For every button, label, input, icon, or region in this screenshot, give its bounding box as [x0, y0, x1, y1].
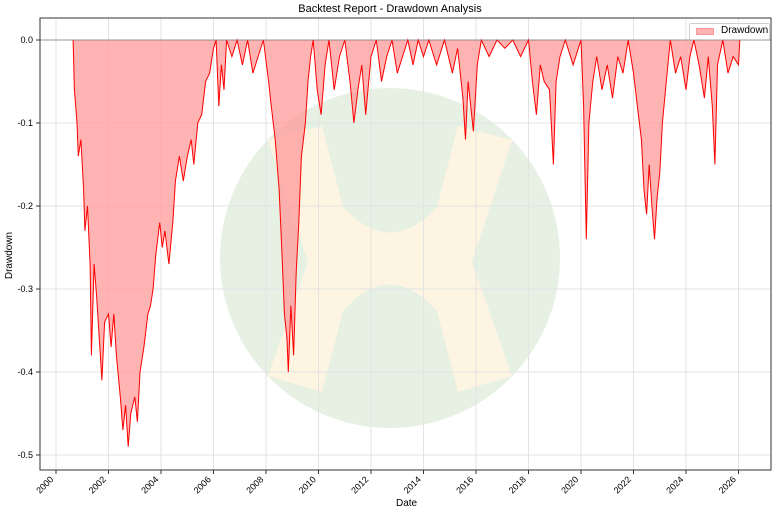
- x-tick-label: 2020: [559, 474, 580, 495]
- x-tick-label: 2016: [454, 474, 475, 495]
- y-axis-ticks: 0.0 -0.1 -0.2 -0.3 -0.4 -0.5: [17, 35, 40, 460]
- x-tick-label: 2006: [192, 474, 213, 495]
- plot-frame: [39, 17, 772, 471]
- drawdown-area: [73, 40, 740, 447]
- x-tick-label: 2012: [349, 474, 370, 495]
- drawdown-line: [72, 38, 741, 447]
- x-axis-label: Date: [396, 498, 418, 509]
- y-tick-label: 0.0: [20, 35, 33, 45]
- x-axis-ticks: 2000 2002 2004 2006 2008 2010 2012 2014 2016 2018…: [34, 470, 739, 496]
- x-tick-label: 2026: [717, 474, 738, 495]
- x-tick-label: 2004: [139, 474, 160, 495]
- y-axis-label: Drawdown: [4, 231, 16, 280]
- x-tick-label: 2014: [402, 474, 423, 495]
- x-tick-label: 2024: [664, 474, 685, 495]
- legend: Drawdown: [689, 23, 770, 40]
- y-tick-label: -0.2: [17, 201, 33, 211]
- y-tick-label: -0.3: [17, 284, 33, 294]
- x-tick-label: 2008: [244, 474, 265, 495]
- legend-label: Drawdown: [721, 25, 769, 36]
- x-tick-label: 2018: [507, 474, 528, 495]
- y-tick-label: -0.4: [17, 367, 33, 377]
- x-tick-label: 2002: [87, 474, 108, 495]
- x-tick-label: 2010: [297, 474, 318, 495]
- y-tick-label: -0.1: [17, 118, 33, 128]
- legend-swatch-icon: [696, 28, 714, 35]
- y-tick-label: -0.5: [17, 450, 33, 460]
- x-tick-label: 2000: [34, 474, 55, 495]
- watermark-logo: [220, 88, 560, 428]
- x-tick-label: 2022: [612, 474, 633, 495]
- chart-title: Backtest Report - Drawdown Analysis: [298, 3, 482, 15]
